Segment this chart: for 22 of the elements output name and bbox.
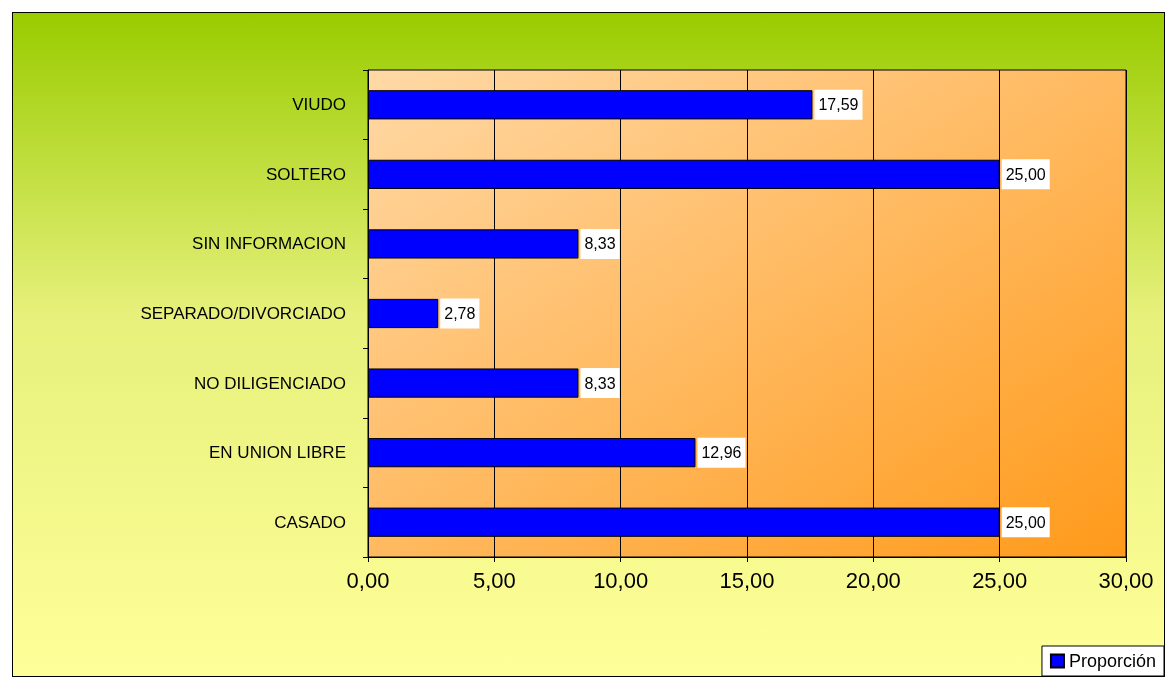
- y-tick-label: SEPARADO/DIVORCIADO: [140, 304, 346, 323]
- x-tick-label: 30,00: [1098, 567, 1154, 593]
- y-tick-label: SIN INFORMACION: [192, 234, 346, 254]
- y-tick-label: SOLTERO: [266, 164, 346, 184]
- data-label: 8,33: [584, 235, 616, 253]
- data-label: 12,96: [701, 444, 742, 462]
- data-label: 2,78: [444, 305, 476, 322]
- y-tick-label: VIUDO: [292, 95, 346, 115]
- y-tick-label: EN UNION LIBRE: [209, 443, 346, 463]
- legend-label: Proporción: [1068, 651, 1156, 671]
- data-label: 25,00: [1005, 513, 1046, 531]
- x-tick-label: 15,00: [719, 567, 775, 593]
- x-tick-label: 10,00: [593, 567, 649, 593]
- y-tick-label: NO DILIGENCIADO: [193, 373, 346, 393]
- x-tick-label: 5,00: [472, 567, 516, 593]
- data-label: 25,00: [1005, 165, 1046, 183]
- data-label: 17,59: [818, 96, 859, 114]
- x-tick-label: 0,00: [346, 567, 390, 593]
- x-tick-label: 25,00: [972, 567, 1028, 593]
- data-label: 8,33: [584, 374, 616, 392]
- x-tick-label: 20,00: [845, 567, 901, 593]
- y-tick-label: CASADO: [274, 512, 346, 532]
